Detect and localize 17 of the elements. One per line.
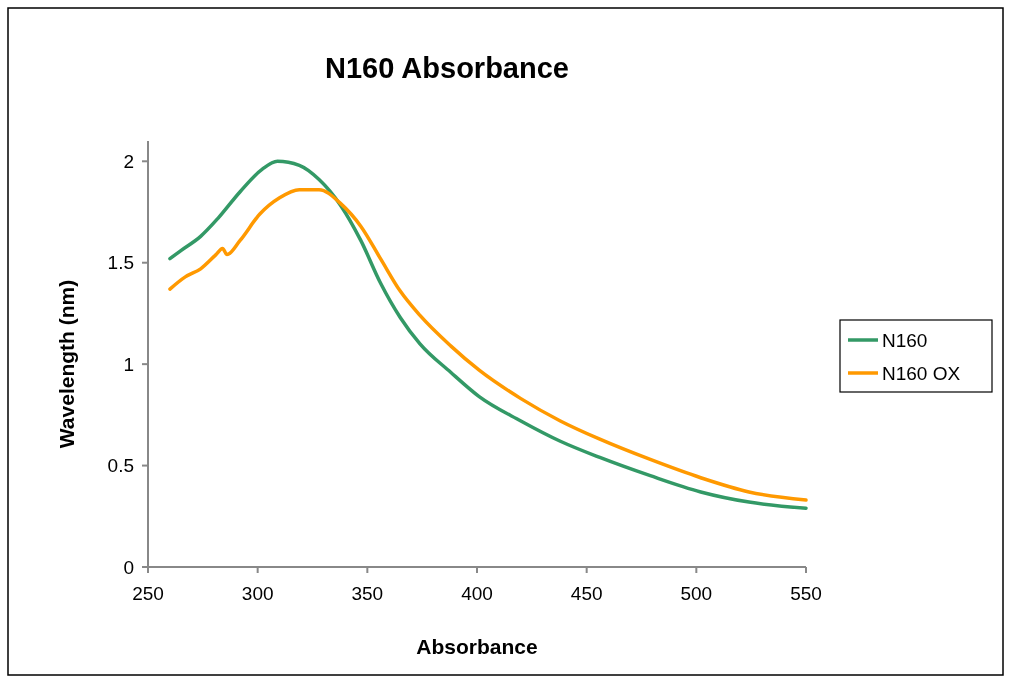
x-tick-label: 350 <box>351 583 384 604</box>
chart-title: N160 Absorbance <box>325 52 569 84</box>
x-tick-label: 550 <box>790 583 822 604</box>
x-tick-label: 300 <box>241 583 274 604</box>
y-axis-title: Wavelength (nm) <box>55 279 78 449</box>
x-tick-label: 500 <box>680 583 713 604</box>
x-tick-label: 450 <box>570 583 603 604</box>
x-axis-title: Absorbance <box>416 635 538 658</box>
legend-label: N160 <box>882 329 928 351</box>
y-tick-label: 1.5 <box>107 252 134 274</box>
y-tick-label: 1 <box>123 353 134 375</box>
x-tick-label: 400 <box>461 583 493 604</box>
y-tick-label: 0.5 <box>107 455 134 477</box>
x-tick-label: 250 <box>132 583 164 604</box>
legend-label: N160 OX <box>882 362 961 384</box>
y-tick-label: 2 <box>123 150 134 172</box>
y-tick-label: 0 <box>123 556 134 578</box>
